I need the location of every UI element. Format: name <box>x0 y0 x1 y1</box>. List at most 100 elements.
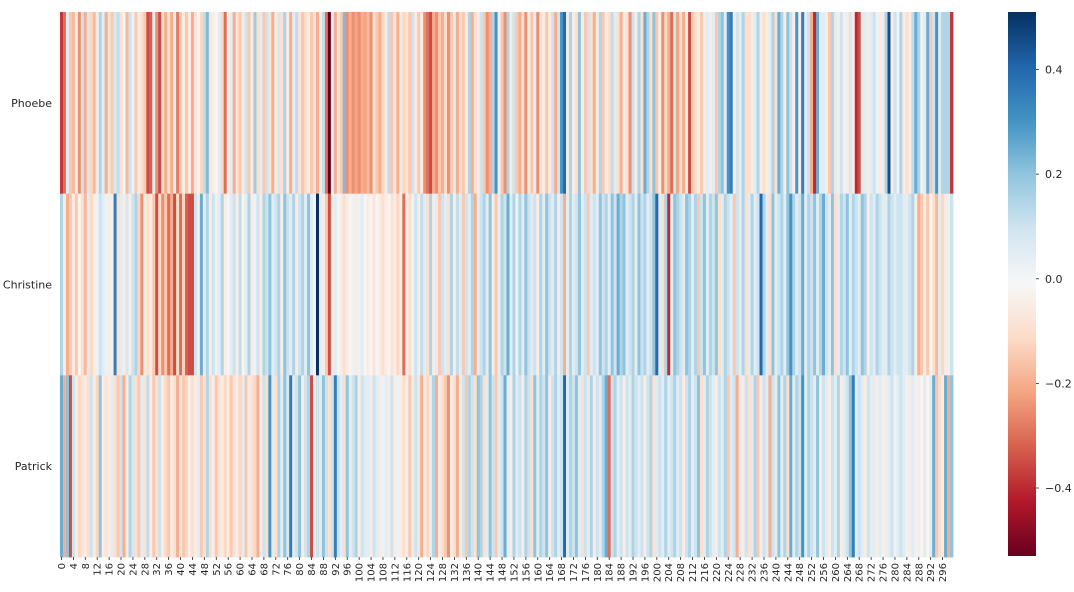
heatmap-cell <box>875 193 879 376</box>
heatmap-cell <box>759 375 763 558</box>
heatmap-cell <box>74 193 79 376</box>
heatmap-cell <box>551 12 555 195</box>
heatmap-cell <box>152 193 156 376</box>
heatmap-cell <box>348 12 353 195</box>
x-tick-label: 52 <box>212 563 223 576</box>
heatmap-cell <box>408 375 412 558</box>
heatmap-cell <box>185 193 189 376</box>
x-tick-label: 204 <box>664 563 675 582</box>
heatmap-cell <box>655 375 659 558</box>
heatmap-cell <box>524 193 528 376</box>
heatmap-cell <box>563 12 567 195</box>
heatmap-cell <box>458 193 463 376</box>
heatmap-cell <box>268 375 272 558</box>
heatmap-cell <box>280 12 284 195</box>
heatmap-cell <box>631 12 635 195</box>
heatmap-cell <box>664 12 668 195</box>
heatmap-cell <box>899 375 903 558</box>
heatmap-cell <box>408 193 412 376</box>
heatmap-cell <box>381 193 385 376</box>
heatmap-cell <box>354 12 359 195</box>
heatmap-cell <box>735 193 740 376</box>
heatmap-cell <box>941 375 945 558</box>
heatmap-cell <box>426 375 430 558</box>
heatmap-cell <box>726 193 731 376</box>
heatmap-cell <box>366 12 370 195</box>
heatmap-cell <box>744 193 749 376</box>
heatmap-cell <box>435 193 439 376</box>
heatmap-cell <box>711 375 716 558</box>
heatmap-cell <box>607 375 612 558</box>
heatmap-cell <box>694 193 698 376</box>
heatmap-cell <box>571 12 576 195</box>
heatmap-cell <box>220 193 225 376</box>
heatmap-cell <box>253 12 257 195</box>
heatmap-cell <box>542 12 546 195</box>
heatmap-cell <box>723 375 728 558</box>
heatmap-cell <box>387 375 391 558</box>
heatmap-cell <box>652 193 656 376</box>
heatmap-cell <box>289 375 293 558</box>
heatmap-cell <box>190 375 195 558</box>
heatmap-cell <box>89 375 94 558</box>
heatmap-cell <box>467 193 472 376</box>
heatmap-cell <box>193 193 198 376</box>
heatmap-cell <box>643 12 647 195</box>
heatmap-cell <box>735 375 740 558</box>
heatmap-cell <box>217 12 222 195</box>
heatmap-cell <box>604 193 609 376</box>
heatmap-cell <box>574 193 579 376</box>
heatmap-cell <box>226 375 231 558</box>
heatmap-cell <box>557 193 561 376</box>
heatmap-cell <box>714 375 719 558</box>
heatmap-cell <box>247 12 251 195</box>
heatmap-cell <box>577 375 582 558</box>
x-tick-label: 112 <box>390 563 401 582</box>
heatmap-cell <box>750 375 754 558</box>
heatmap-cell <box>637 193 641 376</box>
heatmap-cells <box>60 12 954 558</box>
x-tick-label: 0 <box>57 563 68 569</box>
heatmap-cell <box>807 375 811 558</box>
heatmap-cell <box>369 12 373 195</box>
heatmap-cell <box>491 193 495 376</box>
heatmap-cell <box>101 193 106 376</box>
heatmap-cell <box>68 375 73 558</box>
heatmap-cell <box>619 193 623 376</box>
heatmap-cell <box>566 193 570 376</box>
heatmap-cell <box>470 375 475 558</box>
heatmap-cell <box>196 193 201 376</box>
heatmap-cell <box>286 193 290 376</box>
heatmap-cell <box>798 193 802 376</box>
heatmap-cell <box>851 193 856 376</box>
heatmap-cell <box>914 375 918 558</box>
heatmap-cell <box>801 375 805 558</box>
heatmap-cell <box>369 193 373 376</box>
heatmap-cell <box>86 193 91 376</box>
heatmap-cell <box>283 12 287 195</box>
heatmap-cell <box>506 193 510 376</box>
heatmap-cell <box>170 193 174 376</box>
colorbar-ticks: 0.4 0.2 0.0 −0.2 −0.4 <box>1036 64 1072 495</box>
heatmap-cell <box>911 375 915 558</box>
heatmap-cell <box>158 193 162 376</box>
x-tick-label: 100 <box>355 563 366 582</box>
heatmap-cell <box>137 375 141 558</box>
heatmap-cell <box>944 193 948 376</box>
heatmap-cell <box>170 12 174 195</box>
heatmap-cell <box>488 193 493 376</box>
heatmap-cell <box>518 193 522 376</box>
heatmap-cell <box>420 12 424 195</box>
heatmap-cell <box>250 193 254 376</box>
heatmap-cell <box>509 193 513 376</box>
heatmap-cell <box>798 375 802 558</box>
heatmap-cell <box>634 375 638 558</box>
heatmap-cell <box>423 12 427 195</box>
heatmap-cell <box>923 193 927 376</box>
heatmap-cell <box>170 375 174 558</box>
heatmap-cell <box>667 375 671 558</box>
heatmap-cell <box>783 375 787 558</box>
heatmap-cell <box>863 193 868 376</box>
heatmap-cell <box>265 12 269 195</box>
heatmap-cell <box>747 193 751 376</box>
